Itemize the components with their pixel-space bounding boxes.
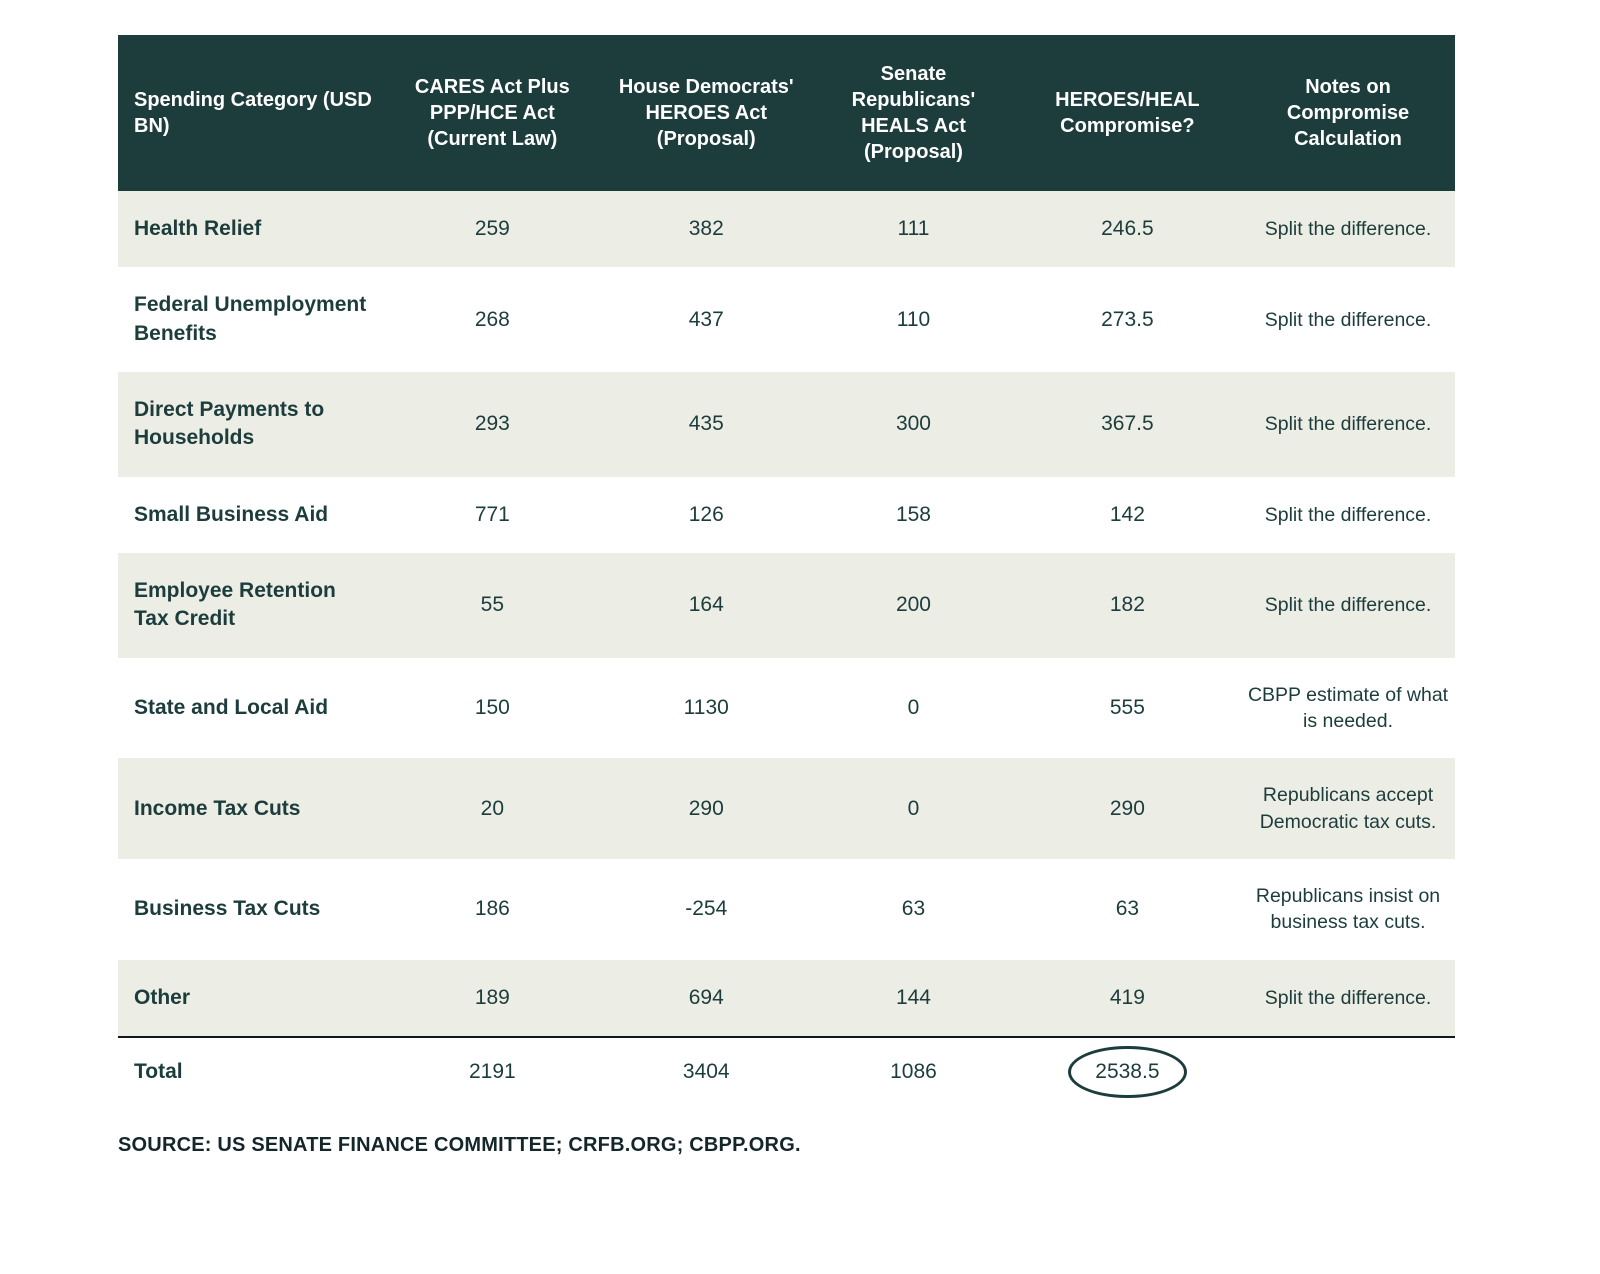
column-header-compromise: HEROES/HEAL Compromise? — [1013, 35, 1242, 191]
value-cell: 419 — [1109, 985, 1145, 1009]
value-cell: 144 — [895, 985, 931, 1009]
note-cell: Republicans insist on business tax cuts. — [1255, 885, 1441, 934]
table-row: Direct Payments to Households 293 435 30… — [118, 372, 1455, 477]
total-value-heroes: 3404 — [599, 1035, 814, 1115]
value-cell: 437 — [688, 307, 724, 331]
column-header-category: Spending Category (USD BN) — [118, 35, 386, 191]
header-row: Spending Category (USD BN) CARES Act Plu… — [118, 35, 1455, 191]
total-note-cell — [1241, 1035, 1455, 1115]
value-cell: 150 — [474, 695, 510, 719]
total-row: Total 2191 3404 1086 2538.5 — [118, 1035, 1455, 1115]
value-cell: 63 — [901, 897, 926, 921]
value-cell: 182 — [1109, 593, 1145, 617]
note-cell: Split the difference. — [1264, 594, 1432, 617]
value-cell: 694 — [688, 985, 724, 1009]
value-cell: -254 — [685, 897, 728, 921]
value-cell: 142 — [1109, 502, 1145, 526]
total-value-cares: 2191 — [385, 1035, 600, 1115]
total-value-compromise: 2538.5 — [1013, 1035, 1242, 1115]
note-cell: Split the difference. — [1264, 308, 1432, 331]
table-header: Spending Category (USD BN) CARES Act Plu… — [118, 35, 1455, 191]
value-cell: 111 — [897, 217, 930, 240]
table-row: Small Business Aid 771 126 158 142 Split… — [118, 477, 1455, 553]
value-cell: 0 — [907, 695, 920, 719]
value-cell: 1130 — [683, 695, 729, 719]
category-cell: Small Business Aid — [134, 502, 329, 526]
value-cell: 186 — [474, 897, 510, 921]
value-cell: 367.5 — [1101, 412, 1154, 436]
table-row: Other 189 694 144 419 Split the differen… — [118, 959, 1455, 1037]
category-cell: Business Tax Cuts — [134, 897, 321, 921]
spending-table-container: Spending Category (USD BN) CARES Act Plu… — [118, 35, 1455, 1157]
value-cell: 126 — [688, 502, 724, 526]
value-cell: 110 — [896, 307, 931, 331]
category-cell: Employee Retention Tax Credit — [134, 579, 336, 631]
value-cell: 55 — [480, 593, 505, 617]
value-cell: 20 — [480, 796, 505, 820]
value-cell: 268 — [474, 307, 510, 331]
note-cell: Split the difference. — [1264, 503, 1432, 526]
table-row: State and Local Aid 150 1130 0 555 CBPP … — [118, 658, 1455, 759]
value-cell: 200 — [895, 593, 931, 617]
value-cell: 164 — [688, 593, 724, 617]
note-cell: Split the difference. — [1264, 413, 1432, 436]
value-cell: 158 — [895, 502, 931, 526]
table-row: Federal Unemployment Benefits 268 437 11… — [118, 267, 1455, 372]
category-cell: Direct Payments to Households — [134, 398, 325, 450]
value-cell: 771 — [474, 502, 510, 526]
value-cell: 63 — [1115, 897, 1140, 921]
value-cell: 290 — [1109, 796, 1145, 820]
value-cell: 555 — [1109, 695, 1145, 719]
value-cell: 259 — [474, 217, 510, 240]
column-header-notes: Notes on Compromise Calculation — [1241, 35, 1455, 191]
value-cell: 189 — [474, 985, 510, 1009]
table-body: Health Relief 259 382 111 246.5 Split th… — [118, 191, 1455, 1115]
total-label: Total — [118, 1035, 386, 1115]
category-cell: Income Tax Cuts — [134, 796, 301, 820]
total-value-heals: 1086 — [813, 1035, 1014, 1115]
category-cell: Other — [134, 985, 191, 1009]
table-row: Employee Retention Tax Credit 55 164 200… — [118, 553, 1455, 658]
note-cell: Republicans accept Democratic tax cuts. — [1259, 784, 1437, 833]
note-cell: CBPP estimate of what is needed. — [1247, 683, 1449, 733]
table-row: Business Tax Cuts 186 -254 63 63 Republi… — [118, 859, 1455, 960]
source-attribution: SOURCE: US SENATE FINANCE COMMITTEE; CRF… — [118, 1134, 801, 1157]
note-cell: Split the difference. — [1264, 218, 1432, 241]
value-cell: 246.5 — [1101, 217, 1154, 240]
category-cell: State and Local Aid — [134, 695, 329, 719]
value-cell: 273.5 — [1101, 307, 1154, 331]
value-cell: 0 — [907, 796, 920, 820]
category-cell: Health Relief — [134, 217, 262, 240]
category-cell: Federal Unemployment Benefits — [134, 293, 367, 345]
table-row: Income Tax Cuts 20 290 0 290 Republicans… — [118, 758, 1455, 859]
column-header-cares: CARES Act Plus PPP/HCE Act (Current Law) — [385, 35, 600, 191]
column-header-heals: Senate Republicans' HEALS Act (Proposal) — [813, 35, 1014, 191]
value-cell: 300 — [895, 412, 931, 436]
circled-total-highlight: 2538.5 — [1068, 1045, 1187, 1099]
value-cell: 290 — [688, 796, 724, 820]
value-cell: 435 — [688, 412, 724, 436]
column-header-heroes: House Democrats' HEROES Act (Proposal) — [599, 35, 814, 191]
value-cell: 293 — [474, 412, 510, 436]
value-cell: 382 — [688, 217, 724, 240]
table-row: Health Relief 259 382 111 246.5 Split th… — [118, 191, 1455, 268]
note-cell: Split the difference. — [1264, 986, 1432, 1009]
spending-comparison-table: Spending Category (USD BN) CARES Act Plu… — [118, 35, 1455, 1115]
